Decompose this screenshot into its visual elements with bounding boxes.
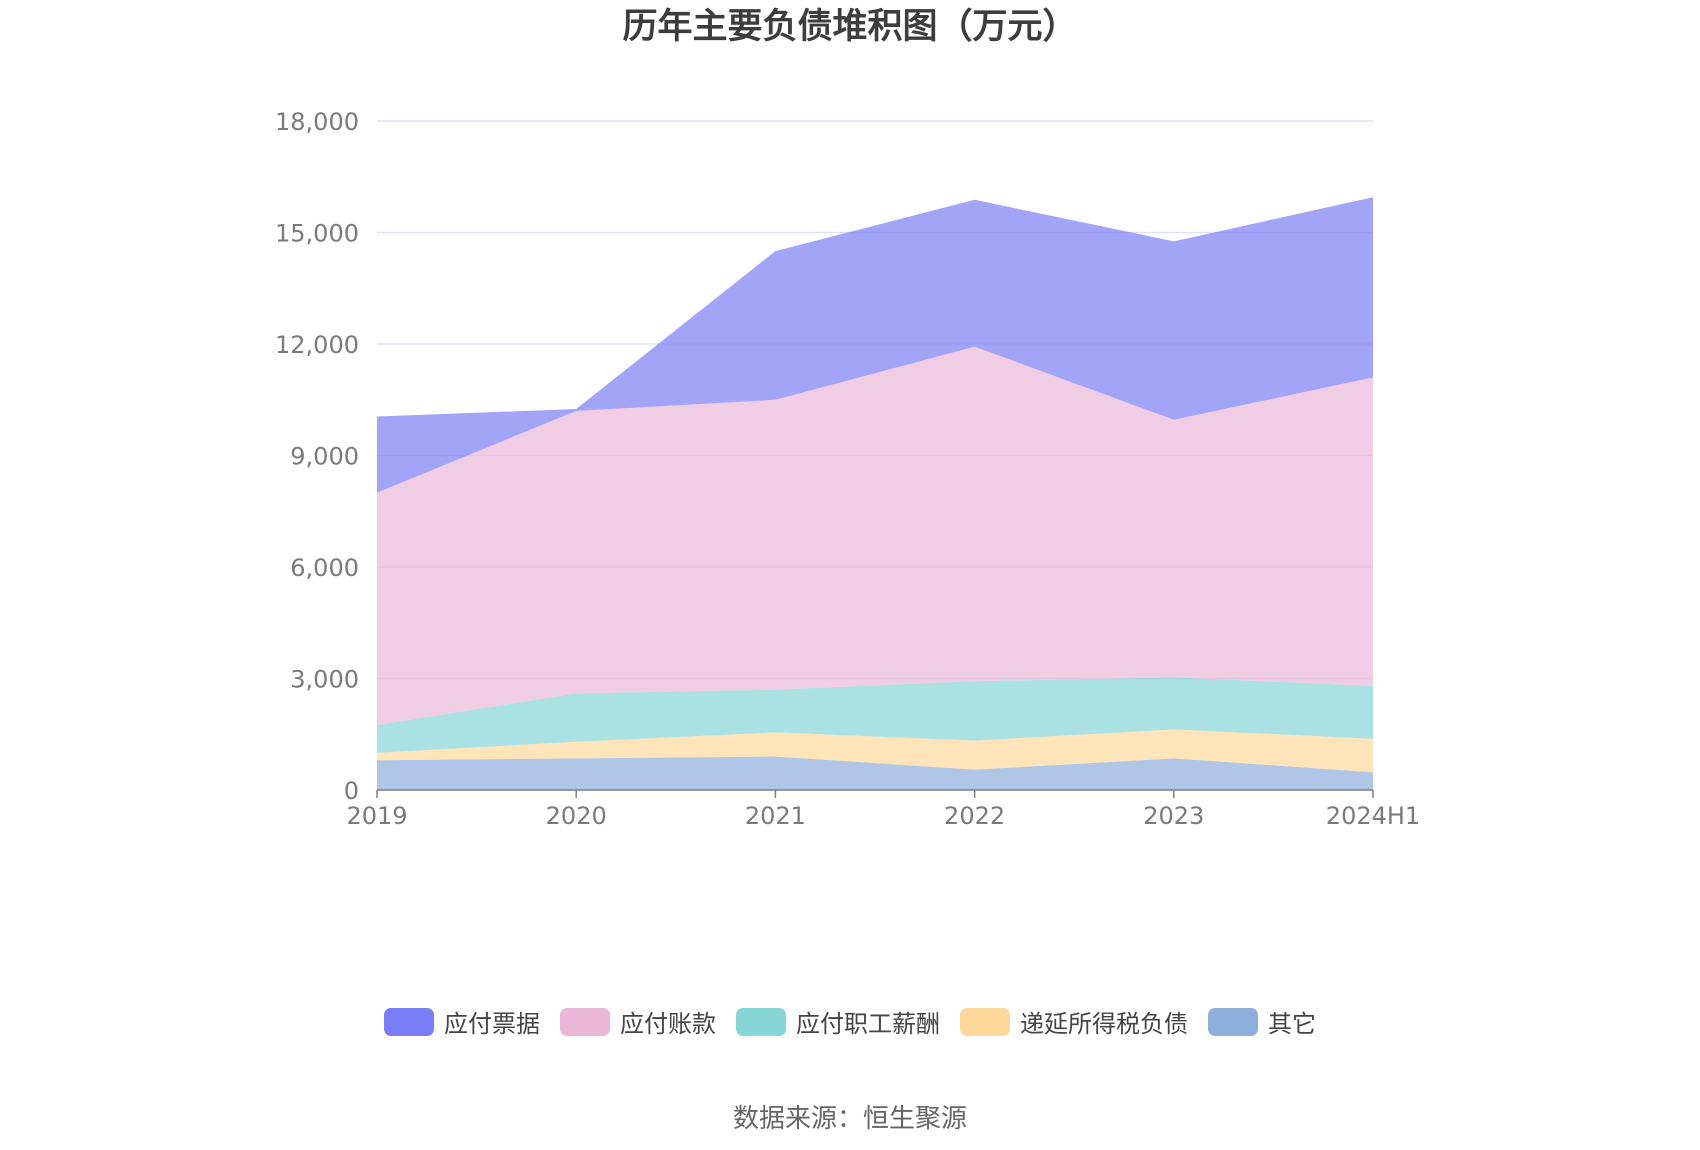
- x-tick-label: 2023: [1143, 802, 1204, 830]
- legend-swatch: [384, 1007, 434, 1036]
- y-tick-label: 6,000: [290, 554, 359, 582]
- x-tick-label: 2024H1: [1326, 802, 1420, 830]
- data-source-note: 数据来源：恒生聚源: [732, 1104, 967, 1134]
- legend-swatch: [736, 1007, 786, 1036]
- area-series-5[interactable]: [377, 197, 1373, 493]
- y-tick-label: 0: [344, 777, 359, 805]
- legend-item[interactable]: 应付账款: [560, 1004, 716, 1039]
- area-series-layer: [377, 197, 1373, 790]
- legend-label: 应付票据: [444, 1010, 540, 1038]
- x-tick-label: 2021: [745, 802, 806, 830]
- x-tick-label: 2019: [346, 802, 407, 830]
- legend-item[interactable]: 其它: [1208, 1004, 1316, 1039]
- area-series-1[interactable]: [377, 756, 1373, 791]
- legend: 应付票据 应付账款 应付职工薪酬 递延所得税负债 其它: [0, 1004, 1700, 1039]
- x-tick-label: 2020: [546, 802, 607, 830]
- legend-item[interactable]: 应付职工薪酬: [736, 1004, 940, 1039]
- y-tick-label: 18,000: [275, 108, 359, 136]
- legend-item[interactable]: 递延所得税负债: [960, 1004, 1188, 1039]
- chart-title: 历年主要负债堆积图（万元）: [622, 7, 1078, 47]
- legend-label: 应付职工薪酬: [796, 1010, 940, 1038]
- area-series-2[interactable]: [377, 729, 1373, 773]
- x-tick-label: 2022: [944, 802, 1005, 830]
- legend-label: 其它: [1268, 1010, 1316, 1038]
- legend-swatch: [960, 1007, 1010, 1036]
- area-series-3[interactable]: [377, 677, 1373, 753]
- legend-label: 应付账款: [620, 1010, 716, 1038]
- y-tick-label: 3,000: [290, 666, 359, 694]
- y-tick-label: 15,000: [275, 220, 359, 248]
- legend-label: 递延所得税负债: [1020, 1010, 1188, 1038]
- y-tick-label: 9,000: [290, 443, 359, 471]
- area-series-4[interactable]: [377, 346, 1373, 725]
- legend-swatch: [1208, 1007, 1258, 1036]
- legend-swatch: [560, 1007, 610, 1036]
- y-tick-label: 12,000: [275, 331, 359, 359]
- legend-item[interactable]: 应付票据: [384, 1004, 540, 1039]
- axes: 0 3,000 6,000 9,000 12,000 15,000 18,000 2019 20…: [275, 108, 1420, 830]
